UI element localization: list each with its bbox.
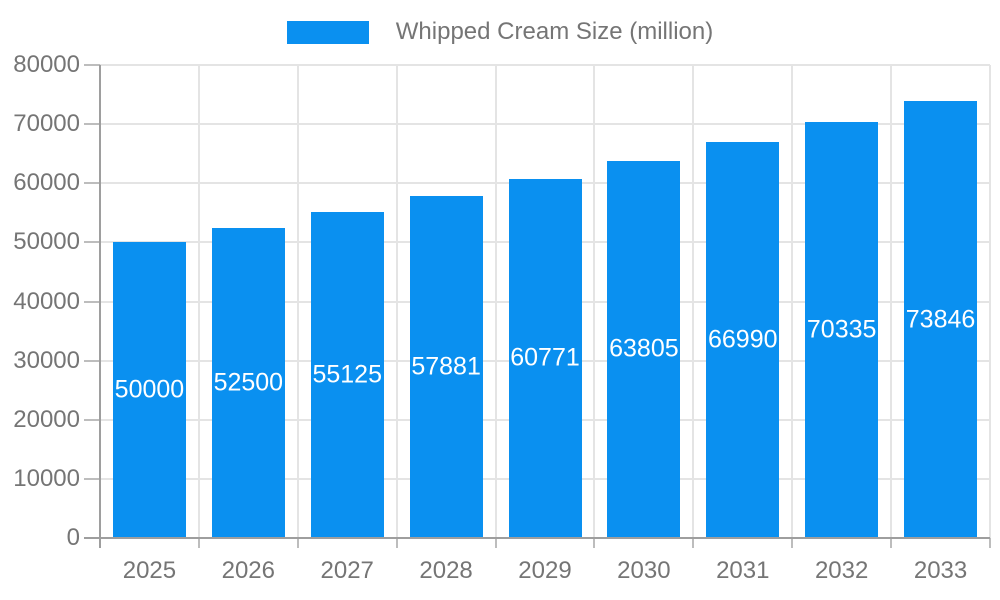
y-axis-tick [84, 418, 100, 421]
legend-swatch-icon [286, 20, 369, 44]
bar-value-label: 50000 [114, 375, 185, 404]
x-axis-tick [494, 538, 497, 548]
x-axis-tick [296, 538, 299, 548]
y-axis-label: 0 [66, 524, 80, 551]
y-axis-tick [84, 182, 100, 185]
gridline-vertical [989, 65, 991, 538]
x-axis-label: 2025 [122, 557, 177, 584]
x-axis-tick [890, 538, 893, 548]
gridline-vertical [593, 65, 596, 538]
y-axis-tick [84, 123, 100, 126]
bar-2031[interactable]: 66990 [706, 141, 780, 538]
legend-label: Whipped Cream Size (million) [395, 18, 714, 45]
y-axis-label: 80000 [13, 51, 80, 78]
bar-value-label: 63805 [609, 334, 679, 363]
x-axis-tick [989, 538, 991, 548]
x-axis-label: 2029 [518, 557, 572, 584]
x-axis-label: 2027 [320, 557, 374, 584]
y-axis-label: 60000 [13, 169, 80, 197]
legend-item[interactable]: Whipped Cream Size (million) [0, 19, 1000, 45]
x-axis-label: 2028 [419, 557, 473, 584]
gridline-vertical [692, 65, 695, 538]
bar-2032[interactable]: 70335 [805, 122, 879, 538]
bar-value-label: 66990 [708, 325, 778, 354]
y-axis-label: 10000 [13, 464, 80, 492]
bar-2028[interactable]: 57881 [409, 195, 483, 538]
gridline-vertical [494, 65, 497, 538]
x-axis-label: 2026 [221, 557, 275, 584]
y-axis-tick [84, 300, 100, 303]
y-axis-tick [84, 64, 100, 66]
x-axis-label: 2030 [617, 557, 671, 584]
y-axis-tick [84, 359, 100, 362]
gridline-horizontal [100, 123, 990, 126]
gridline-vertical [197, 65, 200, 538]
x-axis-line [84, 537, 990, 539]
x-axis-tick [395, 538, 398, 548]
bar-value-label: 73846 [905, 305, 976, 334]
y-axis-label: 40000 [13, 287, 80, 315]
bar-2025[interactable]: 50000 [112, 242, 186, 538]
bar-value-label: 52500 [213, 368, 284, 397]
gridline-vertical [296, 65, 299, 538]
x-axis-tick [593, 538, 596, 548]
y-axis-label: 30000 [13, 346, 80, 374]
y-axis-tick [84, 477, 100, 480]
bar-value-label: 55125 [312, 360, 382, 389]
bar-2033[interactable]: 73846 [904, 101, 978, 538]
gridline-horizontal [100, 64, 990, 66]
bar-2026[interactable]: 52500 [211, 227, 285, 538]
x-axis-tick [197, 538, 200, 548]
bar-2027[interactable]: 55125 [310, 212, 384, 538]
y-axis-label: 20000 [13, 405, 80, 433]
x-axis-label: 2031 [716, 557, 770, 584]
y-axis-label: 70000 [13, 110, 80, 138]
gridline-vertical [791, 65, 794, 538]
plot-area: 0 10000 20000 30000 40000 50000 60000 70000 8000… [13, 52, 991, 584]
bar-2030[interactable]: 63805 [607, 160, 681, 538]
bar-value-label: 70335 [806, 315, 877, 344]
y-axis-tick [84, 241, 100, 244]
y-axis-line [99, 65, 101, 548]
bar-value-label: 60771 [510, 343, 580, 372]
x-axis-label: 2032 [814, 557, 869, 584]
gridline-vertical [890, 65, 893, 538]
bar-2029[interactable]: 60771 [508, 178, 582, 538]
x-axis-tick [791, 538, 794, 548]
x-axis-tick [692, 538, 695, 548]
gridline-vertical [395, 65, 398, 538]
bar-value-label: 57881 [411, 352, 481, 381]
x-axis-label: 2033 [913, 557, 968, 584]
y-axis-label: 50000 [13, 228, 80, 256]
